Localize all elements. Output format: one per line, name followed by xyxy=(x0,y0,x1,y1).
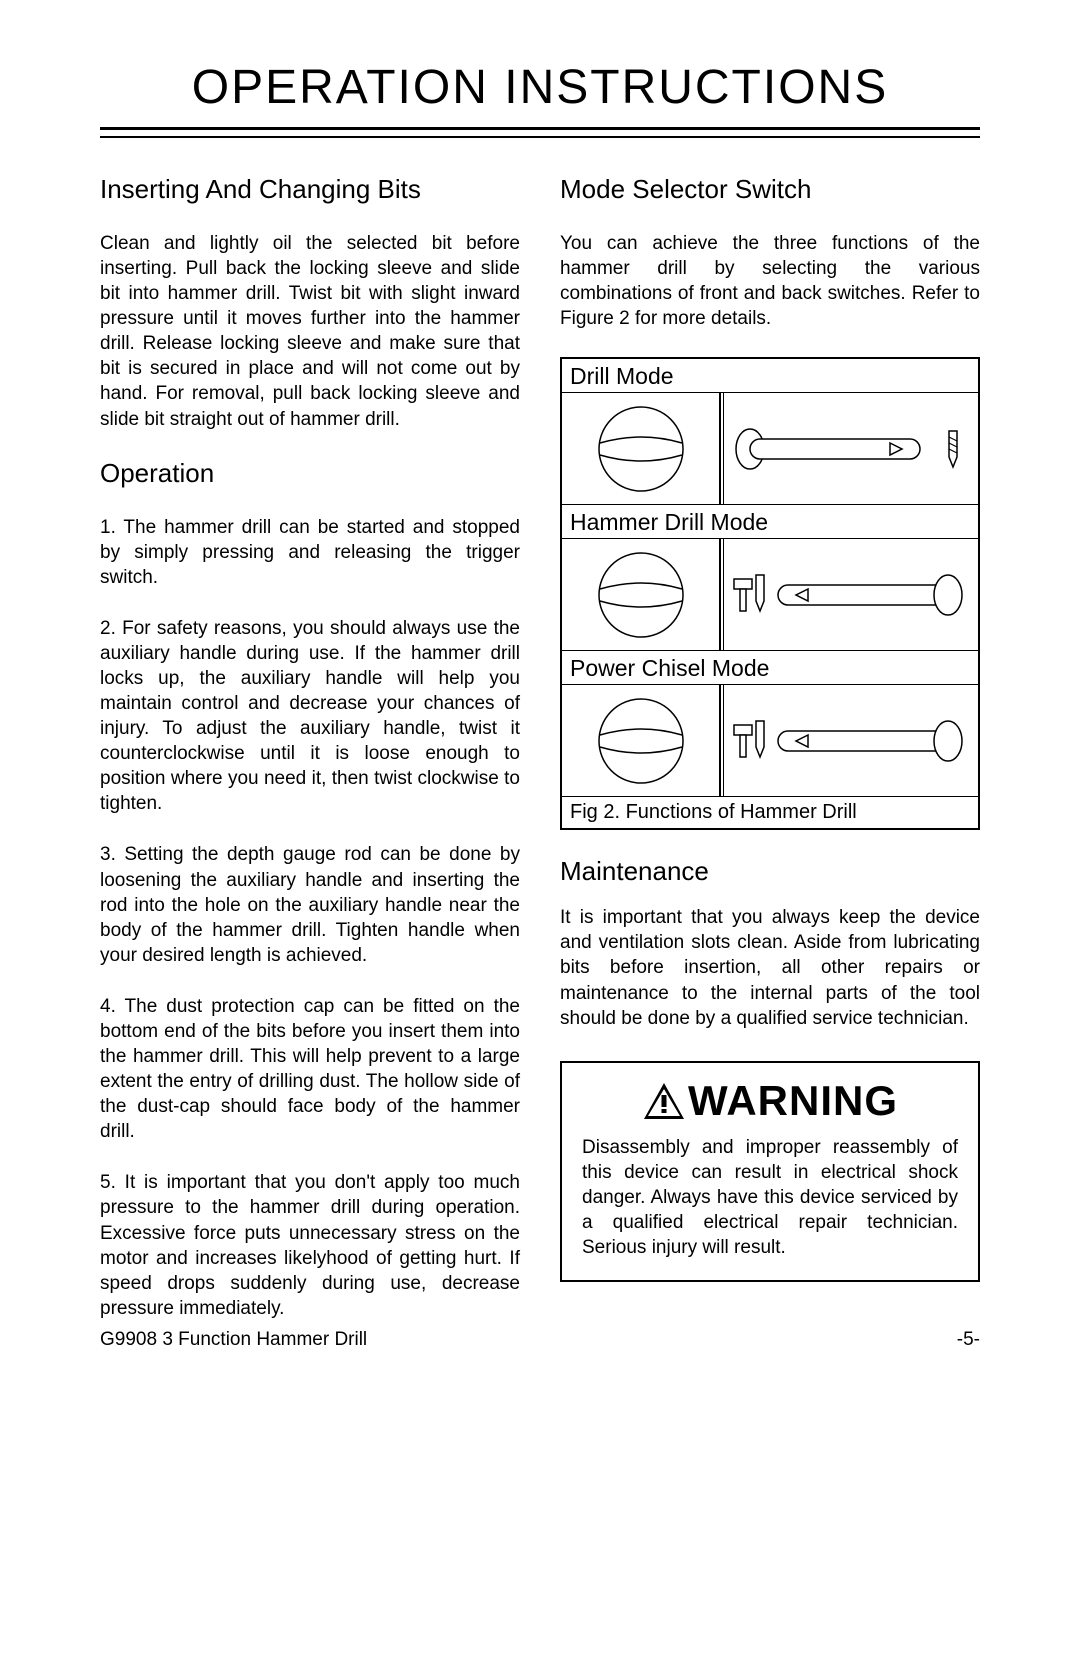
mode-selector-heading: Mode Selector Switch xyxy=(560,174,980,205)
hammer-drill-mode-label: Hammer Drill Mode xyxy=(562,505,978,538)
page-footer: G9908 3 Function Hammer Drill -5- xyxy=(100,1329,980,1351)
power-chisel-mode-label: Power Chisel Mode xyxy=(562,651,978,684)
title-rule-thin xyxy=(100,136,980,138)
warning-triangle-icon xyxy=(642,1081,686,1121)
operation-step-2: 2. For safety reasons, you should always… xyxy=(100,616,520,817)
operation-step-1: 1. The hammer drill can be started and s… xyxy=(100,515,520,590)
inserting-bits-body: Clean and lightly oil the selected bit b… xyxy=(100,231,520,432)
warning-box: WARNING Disassembly and improper reassem… xyxy=(560,1061,980,1282)
warning-title: WARNING xyxy=(688,1077,898,1125)
drill-mode-lever-cell xyxy=(720,393,978,504)
hammer-drill-knob-cell xyxy=(562,539,720,650)
mode-selector-body: You can achieve the three functions of t… xyxy=(560,231,980,331)
lever-left-with-hammer-icon xyxy=(730,693,970,788)
operation-step-4: 4. The dust protection cap can be fitted… xyxy=(100,994,520,1144)
operation-step-3: 3. Setting the depth gauge rod can be do… xyxy=(100,842,520,967)
drill-mode-row xyxy=(562,393,978,505)
lever-right-icon xyxy=(730,401,970,496)
footer-product-name: G9908 3 Function Hammer Drill xyxy=(100,1329,367,1351)
right-column: Mode Selector Switch You can achieve the… xyxy=(560,174,980,1321)
knob-icon xyxy=(586,693,696,788)
knob-icon xyxy=(586,547,696,642)
power-chisel-lever-cell xyxy=(720,685,978,796)
figure-2-caption: Fig 2. Functions of Hammer Drill xyxy=(562,797,978,828)
power-chisel-mode-row xyxy=(562,685,978,796)
page-title: OPERATION INSTRUCTIONS xyxy=(100,60,980,115)
power-chisel-knob-cell xyxy=(562,685,720,796)
maintenance-heading: Maintenance xyxy=(560,856,980,887)
two-column-layout: Inserting And Changing Bits Clean and li… xyxy=(100,174,980,1321)
hammer-drill-lever-cell xyxy=(720,539,978,650)
operation-step-5: 5. It is important that you don't apply … xyxy=(100,1170,520,1320)
hammer-drill-mode-row xyxy=(562,539,978,651)
title-rule-thick xyxy=(100,127,980,130)
inserting-bits-heading: Inserting And Changing Bits xyxy=(100,174,520,205)
footer-page-number: -5- xyxy=(957,1329,980,1351)
lever-left-with-hammer-icon xyxy=(730,547,970,642)
operation-heading: Operation xyxy=(100,458,520,489)
page-container: OPERATION INSTRUCTIONS Inserting And Cha… xyxy=(0,0,1080,1391)
warning-body: Disassembly and improper reassembly of t… xyxy=(582,1135,958,1260)
warning-header: WARNING xyxy=(582,1077,958,1125)
drill-mode-label: Drill Mode xyxy=(562,359,978,392)
knob-icon xyxy=(586,401,696,496)
figure-2-box: Drill Mode xyxy=(560,357,980,830)
left-column: Inserting And Changing Bits Clean and li… xyxy=(100,174,520,1321)
maintenance-body: It is important that you always keep the… xyxy=(560,905,980,1030)
drill-mode-knob-cell xyxy=(562,393,720,504)
